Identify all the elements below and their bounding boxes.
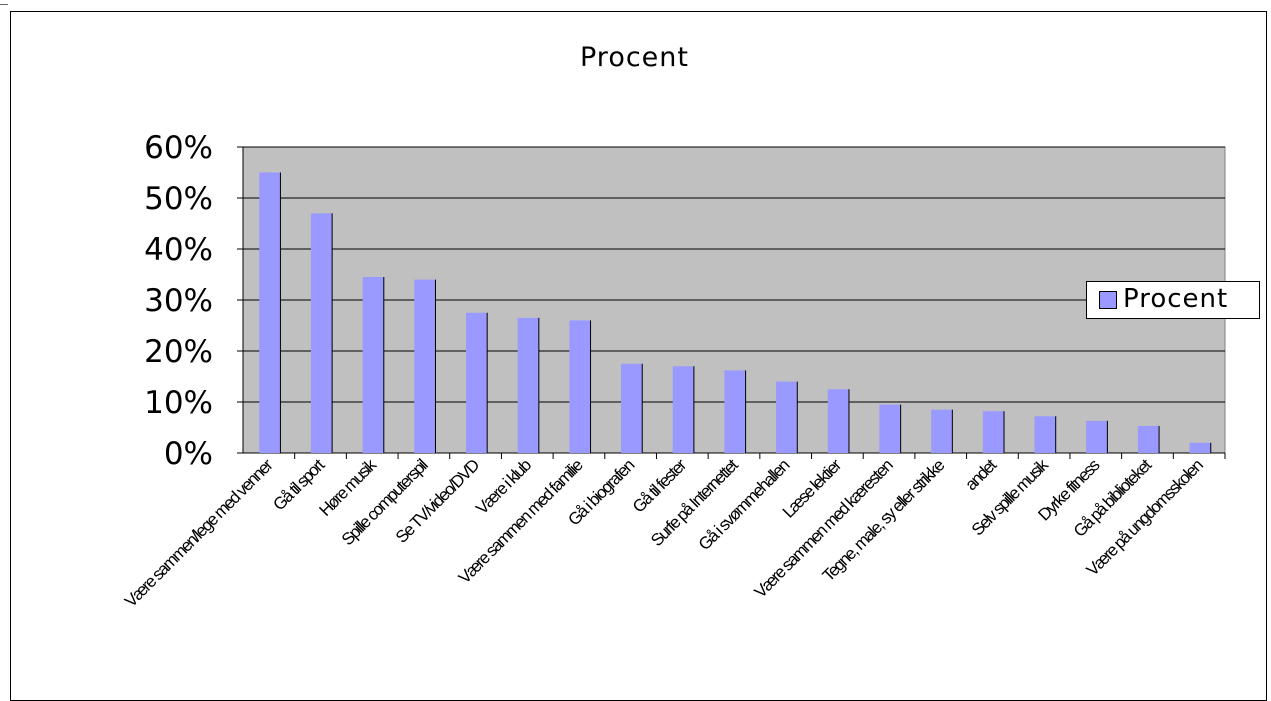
bar: [362, 277, 385, 453]
bar: [776, 381, 798, 453]
y-tick-label: 60%: [144, 130, 213, 166]
chart-title: Procent: [580, 42, 689, 73]
bar: [724, 370, 747, 453]
bar-fill: [310, 213, 333, 453]
bar-fill: [724, 370, 746, 453]
y-tick-label: 0%: [164, 436, 213, 472]
y-tick-label: 10%: [144, 385, 213, 421]
bar: [672, 366, 695, 453]
bar: [414, 279, 436, 453]
bar: [879, 404, 902, 453]
bar: [310, 213, 333, 453]
y-tick-label: 40%: [144, 232, 213, 268]
bar-fill: [931, 409, 953, 453]
bar-fill: [982, 411, 1005, 453]
bar: [517, 317, 540, 453]
bar-fill: [879, 404, 901, 453]
bar-fill: [1189, 442, 1211, 453]
bar-fill: [517, 317, 539, 453]
bar: [827, 389, 850, 453]
bar: [1086, 420, 1108, 453]
x-tick-label: Være sammen/lege med venner: [121, 455, 277, 611]
bar: [259, 172, 281, 453]
bar-fill: [776, 381, 798, 453]
bar-fill: [827, 389, 849, 453]
y-tick-label: 50%: [144, 181, 213, 217]
bar-fill: [1137, 425, 1160, 453]
legend-swatch-procent: [1099, 291, 1117, 309]
bar: [982, 411, 1005, 453]
bar-fill: [362, 277, 384, 453]
x-tick-label: Surfe på Internettet: [647, 455, 742, 550]
bar-fill: [465, 312, 488, 453]
bar-fill: [672, 366, 694, 453]
x-tick-label: Gå i svømmehallen: [695, 456, 794, 555]
corner-mark: [0, 0, 8, 5]
bar: [621, 363, 643, 453]
y-tick-label: 20%: [144, 334, 213, 370]
bar-fill: [259, 172, 281, 453]
bar: [931, 409, 953, 453]
bar: [1137, 425, 1160, 453]
bar: [1034, 416, 1057, 453]
bar: [1189, 442, 1212, 453]
bar-fill: [569, 320, 591, 453]
y-tick-label: 30%: [144, 283, 213, 319]
bar: [465, 312, 488, 453]
bar: [569, 320, 592, 453]
bar-fill: [414, 279, 436, 453]
chart-legend: Procent: [1086, 281, 1260, 319]
bar-fill: [621, 363, 643, 453]
bar-fill: [1034, 416, 1056, 453]
legend-label-procent: Procent: [1123, 284, 1229, 314]
x-tick-label: andet: [961, 455, 1000, 494]
bar-fill: [1086, 420, 1108, 453]
